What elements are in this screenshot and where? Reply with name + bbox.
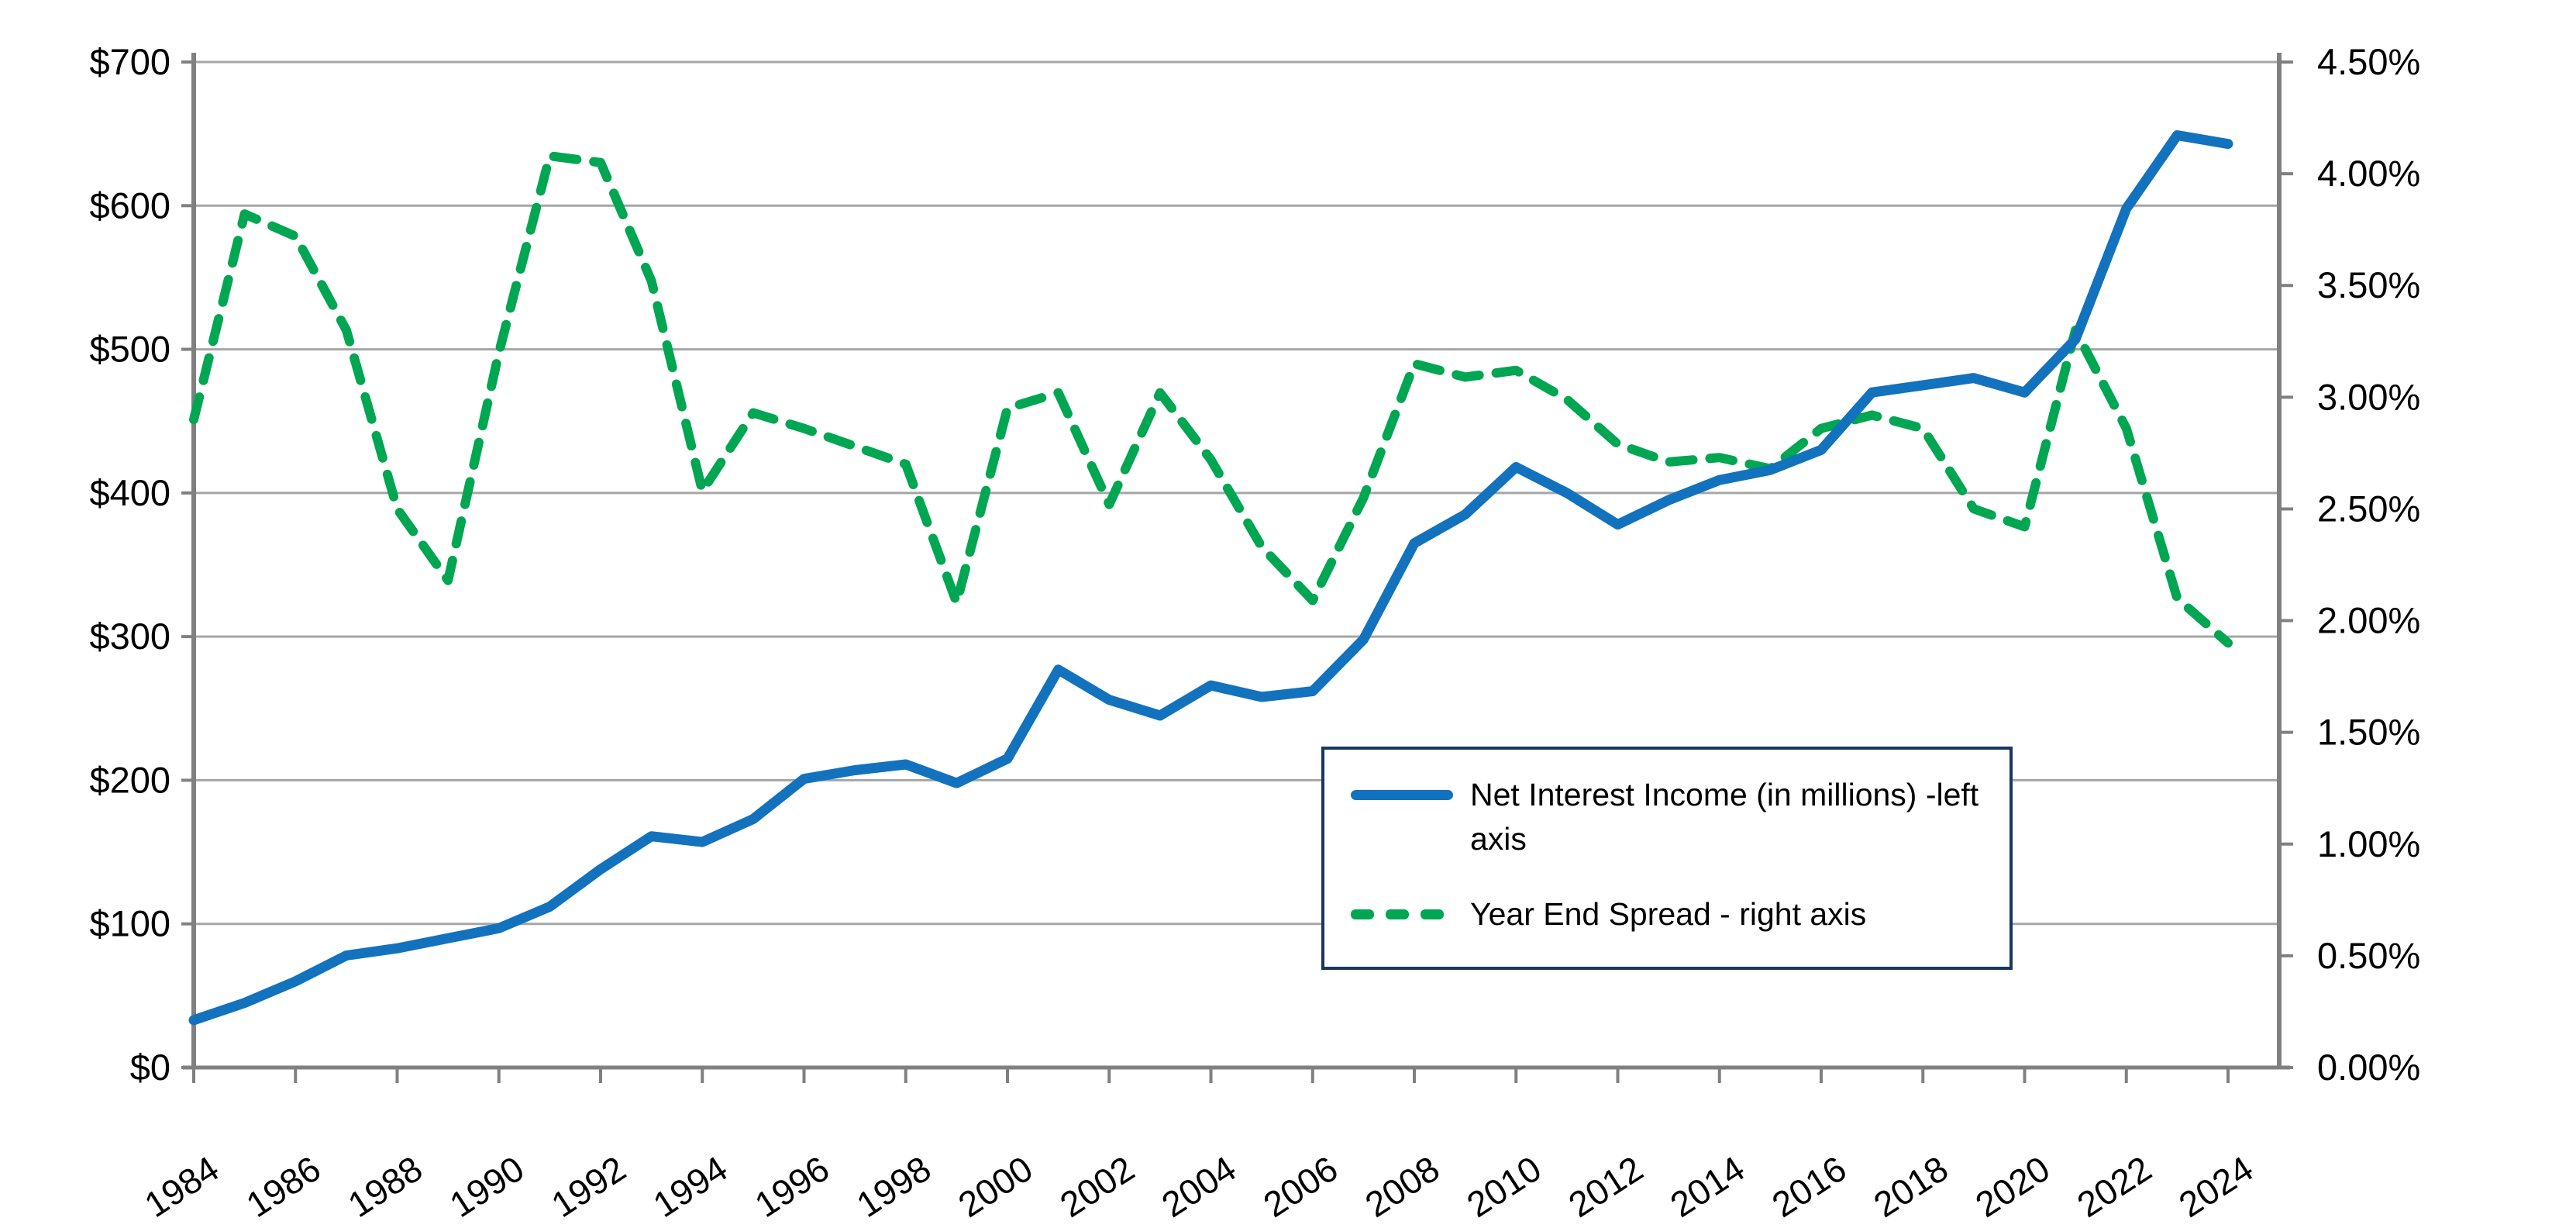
net-interest-income-line [188,130,2233,1026]
net-interest-income-line-swatch [1351,790,1453,800]
left-axis-tick-label: $200 [89,759,170,800]
x-axis-tick-label: 2024 [2171,1148,2260,1225]
right-axis-tick-label: 0.50% [2317,935,2420,976]
x-axis-tick-label: 1984 [137,1148,226,1225]
left-axis-tick-label: $600 [89,185,170,226]
right-axis-tick-label: 3.00% [2317,376,2420,417]
x-axis-tick-label: 2018 [1867,1148,1955,1225]
x-axis-tick-label: 1988 [341,1148,429,1225]
year-end-spread-line-swatch [1351,909,1453,919]
x-axis-tick-label: 2020 [1968,1148,2057,1225]
right-axis-tick-label: 0.00% [2317,1047,2420,1088]
x-axis-tick-label: 1994 [646,1148,735,1225]
left-axis-tick-label: $0 [130,1047,170,1088]
legend-label-year-end-spread: Year End Spread - right axis [1470,896,1867,932]
left-axis-tick-label: $100 [89,903,170,944]
x-axis-tick-label: 2000 [951,1148,1039,1225]
x-axis-tick-label: 1996 [748,1148,836,1225]
x-axis-tick-label: 1986 [239,1148,328,1225]
x-axis-tick-label: 2006 [1256,1148,1345,1225]
right-axis-tick-label: 4.50% [2317,41,2420,82]
x-axis-tick-label: 1990 [443,1148,531,1225]
x-axis-tick-label: 2016 [1765,1148,1853,1225]
legend-label-net-interest-income: Net Interest Income (in millions) -left … [1470,777,1979,857]
x-axis-tick-label: 2012 [1562,1148,1650,1225]
x-axis-tick-label: 2002 [1053,1148,1142,1225]
x-axis-tick-label: 2010 [1460,1148,1548,1225]
right-axis-tick-label: 4.00% [2317,153,2420,194]
x-axis-tick-label: 2014 [1663,1148,1751,1225]
x-axis-tick-label: 1998 [849,1148,938,1225]
legend-item-net-interest-income: Net Interest Income (in millions) -left … [1345,773,2009,861]
right-axis-tick-label: 3.50% [2317,264,2420,305]
year-end-spread-line [189,151,2233,648]
x-axis-tick-label: 2008 [1358,1148,1446,1225]
left-axis-tick-label: $500 [89,329,170,370]
legend: Net Interest Income (in millions) -left … [1321,747,2013,970]
right-axis-tick-label: 2.50% [2317,488,2420,529]
x-axis-tick-label: 2022 [2070,1148,2158,1225]
left-axis-tick-label: $400 [89,472,170,513]
left-axis-tick-label: $300 [89,616,170,657]
right-axis-tick-label: 2.00% [2317,600,2420,641]
right-axis-tick-label: 1.50% [2317,712,2420,753]
left-axis-tick-label: $700 [89,41,170,82]
right-axis-tick-label: 1.00% [2317,823,2420,864]
legend-item-year-end-spread: Year End Spread - right axis [1345,892,2009,937]
x-axis-tick-label: 1992 [544,1148,632,1225]
x-axis-tick-label: 2004 [1155,1148,1243,1225]
